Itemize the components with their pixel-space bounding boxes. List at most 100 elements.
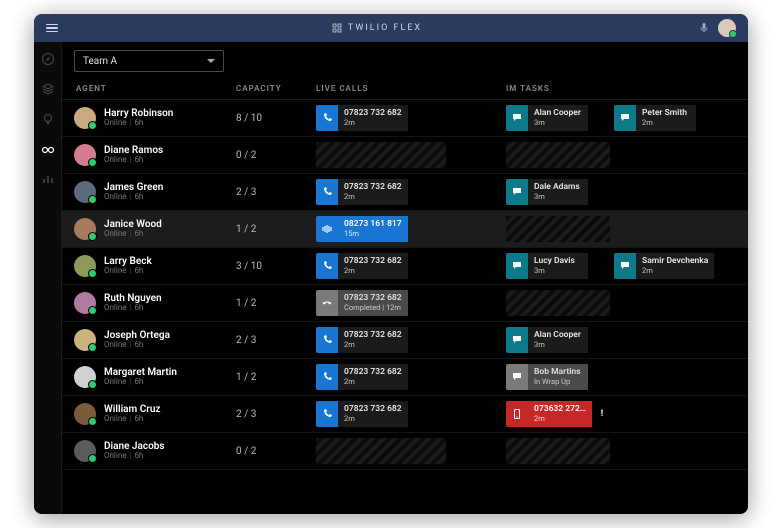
- agent-avatar[interactable]: [74, 366, 96, 388]
- capacity-cell: 2 / 3: [236, 335, 316, 346]
- sidebar-item-binoculars[interactable]: [41, 142, 55, 156]
- table-row[interactable]: Larry BeckOnline|6h3 / 1007823 732 6822m…: [62, 248, 748, 285]
- agent-cell: James GreenOnline|6h: [74, 181, 236, 203]
- task-chip[interactable]: 073632 272…2m!: [506, 401, 610, 427]
- capacity-cell: 2 / 3: [236, 187, 316, 198]
- chat-icon: [506, 253, 528, 279]
- task-chip-body: 07823 732 682Completed | 12m: [338, 290, 408, 316]
- task-chip[interactable]: 07823 732 682Completed | 12m: [316, 290, 446, 316]
- agent-status: Online|6h: [104, 119, 173, 128]
- agent-avatar[interactable]: [74, 218, 96, 240]
- capacity-cell: 1 / 2: [236, 298, 316, 309]
- task-line2: 2m: [344, 119, 402, 127]
- table-row[interactable]: Harry RobinsonOnline|6h8 / 1007823 732 6…: [62, 100, 748, 137]
- team-dropdown[interactable]: Team A: [74, 50, 224, 72]
- im-tasks-cell: Dale Adams3m: [506, 179, 736, 205]
- task-chip[interactable]: Bob MartinsIn Wrap Up: [506, 364, 610, 390]
- user-avatar[interactable]: [718, 19, 736, 37]
- mic-icon[interactable]: [698, 22, 710, 34]
- hangup-icon: [316, 290, 338, 316]
- agent-status: Online|6h: [104, 156, 163, 165]
- agent-avatar[interactable]: [74, 255, 96, 277]
- task-chip[interactable]: Peter Smith2m: [614, 105, 718, 131]
- im-tasks-cell: Alan Cooper3m: [506, 327, 736, 353]
- empty-slot: [506, 216, 610, 242]
- task-chip[interactable]: 07823 732 6822m: [316, 253, 446, 279]
- task-chip[interactable]: 07823 732 6822m: [316, 179, 446, 205]
- im-tasks-cell: [506, 438, 736, 464]
- phone-icon: [316, 179, 338, 205]
- task-chip[interactable]: Alan Cooper3m: [506, 105, 610, 131]
- table-row[interactable]: William CruzOnline|6h2 / 307823 732 6822…: [62, 396, 748, 433]
- agent-avatar[interactable]: [74, 181, 96, 203]
- menu-icon[interactable]: [46, 24, 58, 33]
- table-row[interactable]: Ruth NguyenOnline|6h1 / 2 07823 732 682Co…: [62, 285, 748, 322]
- empty-slot: [506, 142, 610, 168]
- agent-cell: Margaret MartinOnline|6h: [74, 366, 236, 388]
- empty-slot: [316, 438, 446, 464]
- agent-avatar[interactable]: [74, 329, 96, 351]
- task-chip[interactable]: 07823 732 6822m: [316, 364, 446, 390]
- agent-avatar[interactable]: [74, 292, 96, 314]
- agent-avatar[interactable]: [74, 144, 96, 166]
- agent-status: Online|6h: [104, 452, 165, 461]
- task-chip-body: Peter Smith2m: [636, 105, 696, 131]
- agent-rows: Harry RobinsonOnline|6h8 / 1007823 732 6…: [62, 100, 748, 470]
- task-chip[interactable]: Dale Adams3m: [506, 179, 610, 205]
- agent-status: Online|6h: [104, 341, 170, 350]
- task-line2: 3m: [534, 119, 582, 127]
- live-calls-cell: 07823 732 6822m: [316, 105, 506, 131]
- capacity-cell: 8 / 10: [236, 113, 316, 124]
- im-tasks-cell: Lucy Davis3m Samir Devchenka2m: [506, 253, 736, 279]
- capacity-cell: 3 / 10: [236, 261, 316, 272]
- task-chip-body: 07823 732 6822m: [338, 401, 408, 427]
- col-live-calls: LIVE CALLS: [316, 84, 506, 93]
- agent-avatar[interactable]: [74, 403, 96, 425]
- task-chip-body: Lucy Davis3m: [528, 253, 588, 279]
- task-line2: 2m: [344, 341, 402, 349]
- task-chip[interactable]: 07823 732 6822m: [316, 105, 446, 131]
- agent-cell: Ruth NguyenOnline|6h: [74, 292, 236, 314]
- main-panel: Team A AGENT CAPACITY LIVE CALLS IM TASK…: [62, 42, 748, 514]
- sidebar-item-layers[interactable]: [41, 82, 55, 96]
- task-chip[interactable]: 07823 732 6822m: [316, 401, 446, 427]
- agent-avatar[interactable]: [74, 107, 96, 129]
- live-calls-cell: 07823 732 682Completed | 12m: [316, 290, 506, 316]
- table-row[interactable]: Diane JacobsOnline|6h0 / 2: [62, 433, 748, 470]
- audio-wave-icon: [316, 216, 338, 242]
- chevron-down-icon: [207, 59, 215, 63]
- live-calls-cell: 07823 732 6822m: [316, 364, 506, 390]
- sidebar-item-bulb[interactable]: [41, 112, 55, 126]
- capacity-cell: 0 / 2: [236, 150, 316, 161]
- phone-icon: [316, 327, 338, 353]
- table-row[interactable]: Janice WoodOnline|6h1 / 208273 161 81715…: [62, 211, 748, 248]
- task-chip-body: 07823 732 6822m: [338, 364, 408, 390]
- sidebar-item-compass[interactable]: [41, 52, 55, 66]
- task-chip[interactable]: Alan Cooper3m: [506, 327, 610, 353]
- empty-slot: [316, 142, 446, 168]
- im-tasks-cell: Bob MartinsIn Wrap Up: [506, 364, 736, 390]
- sidebar-item-stats[interactable]: [41, 172, 55, 186]
- task-chip[interactable]: 07823 732 6822m: [316, 327, 446, 353]
- task-chip[interactable]: 08273 161 81715m: [316, 216, 446, 242]
- capacity-cell: 0 / 2: [236, 446, 316, 457]
- task-chip[interactable]: Lucy Davis3m: [506, 253, 610, 279]
- table-row[interactable]: Joseph OrtegaOnline|6h2 / 307823 732 682…: [62, 322, 748, 359]
- agent-status: Online|6h: [104, 415, 161, 424]
- task-chip-body: Bob MartinsIn Wrap Up: [528, 364, 588, 390]
- agent-avatar[interactable]: [74, 440, 96, 462]
- table-row[interactable]: Margaret MartinOnline|6h1 / 207823 732 6…: [62, 359, 748, 396]
- live-calls-cell: 07823 732 6822m: [316, 327, 506, 353]
- phone-icon: [316, 401, 338, 427]
- phone-icon: [316, 253, 338, 279]
- task-chip-body: Dale Adams3m: [528, 179, 588, 205]
- task-chip[interactable]: Samir Devchenka2m: [614, 253, 718, 279]
- agent-status: Online|6h: [104, 267, 152, 276]
- agent-cell: Diane JacobsOnline|6h: [74, 440, 236, 462]
- task-line2: 3m: [534, 193, 582, 201]
- table-row[interactable]: James GreenOnline|6h2 / 307823 732 6822m…: [62, 174, 748, 211]
- task-line2: 2m: [344, 193, 402, 201]
- im-tasks-cell: [506, 142, 736, 168]
- table-row[interactable]: Diane RamosOnline|6h0 / 2: [62, 137, 748, 174]
- agent-cell: Harry RobinsonOnline|6h: [74, 107, 236, 129]
